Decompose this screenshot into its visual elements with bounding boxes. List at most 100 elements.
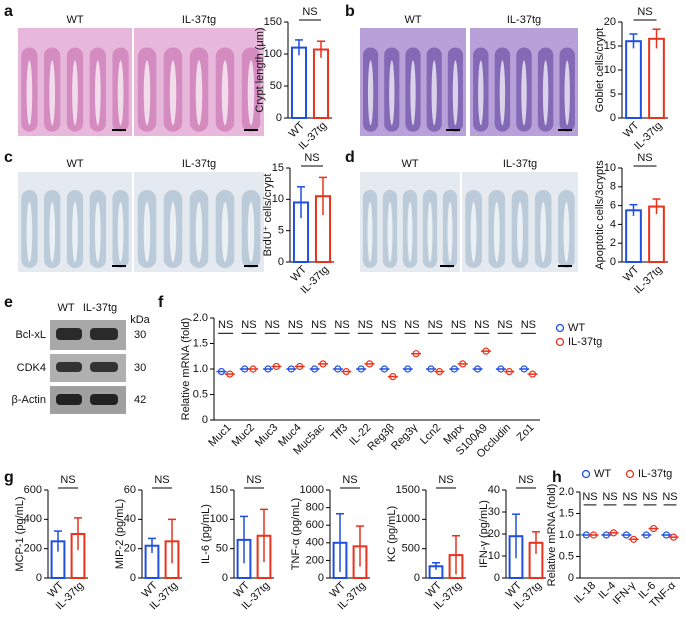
band [56,394,82,405]
bar [648,37,665,119]
annotation: NS [304,152,319,164]
dot [473,365,482,373]
image-label: WT [66,158,83,170]
dot [389,373,397,381]
kda-label: 30 [134,329,146,341]
legend-marker [581,469,591,479]
y-tick-label: 1.5 [193,337,208,349]
y-tick-label: 0 [610,112,616,124]
crypt-lumen [367,60,374,126]
panel-label: c [4,149,13,166]
annotation: NS [637,6,652,18]
dot [450,365,458,373]
y-axis-label: MIP-2 (pg/mL) [114,499,126,569]
crypt-lumen [540,202,547,262]
bar [312,48,330,120]
y-tick-label: 40 [488,484,500,496]
dot [342,367,350,376]
western-blot: e WT IL-37tg kDa Bcl-xL CDK4 β-Actin 30 … [4,294,151,414]
y-tick-label: 5 [610,88,616,100]
crypt-lumen [117,202,124,262]
image-label: IL-37tg [182,14,216,26]
crypt-lumen [452,60,459,126]
crypt-lumen [117,60,124,126]
annotation: NS [497,319,512,331]
y-tick-label: 10 [272,193,284,205]
y-tick-label: 10 [604,64,616,76]
y-tick-label: 4 [610,218,616,230]
dot [520,365,528,373]
lane-label: IL-37tg [83,302,117,314]
annotation: NS [334,319,349,331]
dot [272,362,281,371]
dot [459,360,467,368]
x-tick-label: IFN-γ [611,579,639,607]
crypt-lumen [447,202,453,262]
y-tick-label: 0.5 [193,388,208,400]
dot [609,529,618,537]
y-tick-label: 6 [610,200,616,212]
y-tick-label: 1000 [300,484,324,496]
crypt-lumen [387,202,393,262]
panel-label: h [552,469,562,486]
crypt-lumen [367,202,373,262]
crypt-lumen [470,202,477,262]
dot [412,350,420,358]
y-tick-label: 0 [36,572,42,584]
annotation: NS [288,319,303,331]
dot [334,365,342,373]
y-tick-label: 0 [568,572,574,584]
band [90,362,118,372]
band [56,328,82,340]
x-tick-label: Muc3 [253,422,281,450]
band [56,362,82,372]
crypt-lumen [49,202,56,262]
dot [217,367,226,376]
y-tick-label: 5 [278,225,284,237]
dot [264,365,272,373]
annotation: NS [246,474,261,486]
dot [310,365,319,373]
crypt-lumen [94,60,101,126]
dot [622,531,631,539]
annotation: NS [582,491,597,503]
crypt-lumen [564,60,570,126]
legend-marker [555,323,565,333]
y-tick-label: 200 [306,554,324,566]
x-tick-label: IL-18 [572,580,598,606]
crypt-lumen [521,60,527,126]
y-tick-label: 60 [124,484,136,496]
crypt-lumen [26,60,33,126]
dot [357,365,365,373]
dot [505,367,513,376]
y-tick-label: 0.5 [559,550,574,562]
row-label: CDK4 [17,362,46,374]
y-tick-label: 2 [610,237,616,249]
y-tick-label: 200 [24,543,42,555]
bar [290,46,308,119]
dot [649,524,658,533]
y-axis-label: IFN-γ (pg/mL) [478,500,490,568]
annotation: NS [60,474,75,486]
legend-marker [625,469,635,479]
x-tick-label: Muc1 [206,422,234,450]
crypt-lumen [143,60,151,126]
crypt-lumen [195,202,203,262]
y-axis-label: Relative mRNA (fold) [180,318,192,421]
y-tick-label: 0 [318,572,324,584]
crypt-lumen [517,202,523,262]
image-label: IL-37tg [507,14,541,26]
dot [642,531,651,539]
crypt-lumen [493,202,500,262]
image-label: WT [404,14,421,26]
dot [589,531,598,539]
legend-label: WT [568,322,585,334]
annotation: NS [602,491,617,503]
crypt-lumen [542,60,549,126]
y-tick-label: 0 [414,572,420,584]
y-tick-label: 30 [488,506,500,518]
image-label: IL-37tg [503,158,537,170]
annotation: NS [662,491,677,503]
crypt-lumen [169,202,177,262]
kda-label: 30 [134,362,146,374]
